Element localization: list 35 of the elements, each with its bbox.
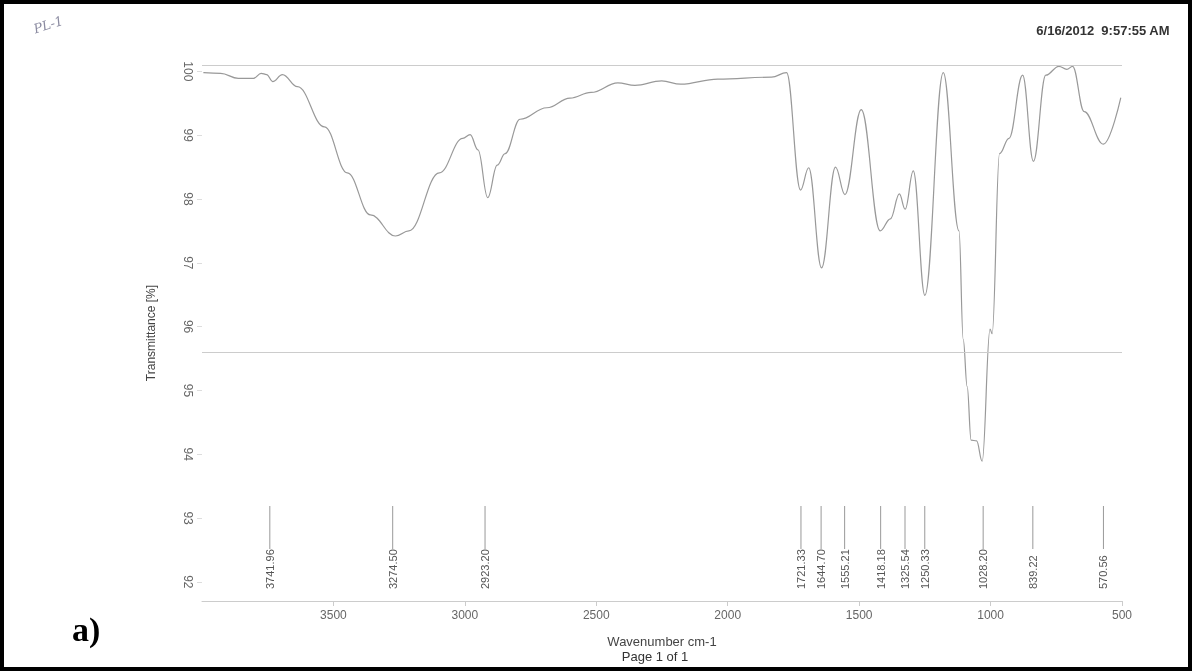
text: Page 1 of 1: [621, 649, 689, 664]
annotation: 839.22: [1026, 555, 1039, 589]
x-tick-label: 3500: [320, 608, 348, 622]
y-axis-title: Transmittance [%]: [144, 284, 158, 382]
y-tick-label: 93: [181, 511, 195, 526]
text: PL-1: [30, 13, 65, 37]
x-tick-label: 2500: [582, 608, 610, 622]
annotation: 3741.96: [263, 549, 276, 589]
y-tick-label: 97: [181, 256, 195, 270]
line-series: [203, 65, 1122, 462]
y-tick-label: 98: [181, 192, 195, 206]
annotation: 1721.33: [794, 549, 807, 589]
x-tick-label: 500: [1111, 608, 1133, 622]
text: 6/16/2012 9:57:55 AM: [1036, 23, 1170, 38]
annotation: 1325.54: [899, 549, 911, 589]
y-tick-label: 96: [181, 319, 195, 334]
y-tick-label: 95: [181, 383, 195, 398]
x-tick-label: 1500: [845, 608, 873, 622]
x-axis-title: Wavenumber cm-1: [607, 634, 717, 649]
annotation: 2923.20: [479, 549, 492, 589]
x-tick-label: 2000: [714, 608, 742, 622]
text: a): [72, 610, 101, 649]
y-tick-label: 100: [181, 61, 195, 82]
x-tick-label: 3000: [451, 608, 479, 622]
y-tick-label: 99: [181, 128, 195, 143]
annotation: 1418.18: [874, 549, 887, 589]
annotation: 1555.21: [838, 549, 851, 589]
y-tick-label: 92: [181, 575, 195, 589]
annotation: 3274.50: [386, 549, 399, 589]
annotation: 1250.33: [918, 549, 931, 589]
x-tick-label: 1000: [977, 608, 1005, 622]
annotation: 1644.70: [815, 549, 828, 589]
annotation: 1028.20: [977, 549, 990, 589]
annotation: 570.56: [1097, 555, 1110, 589]
y-tick-label: 94: [181, 447, 195, 462]
